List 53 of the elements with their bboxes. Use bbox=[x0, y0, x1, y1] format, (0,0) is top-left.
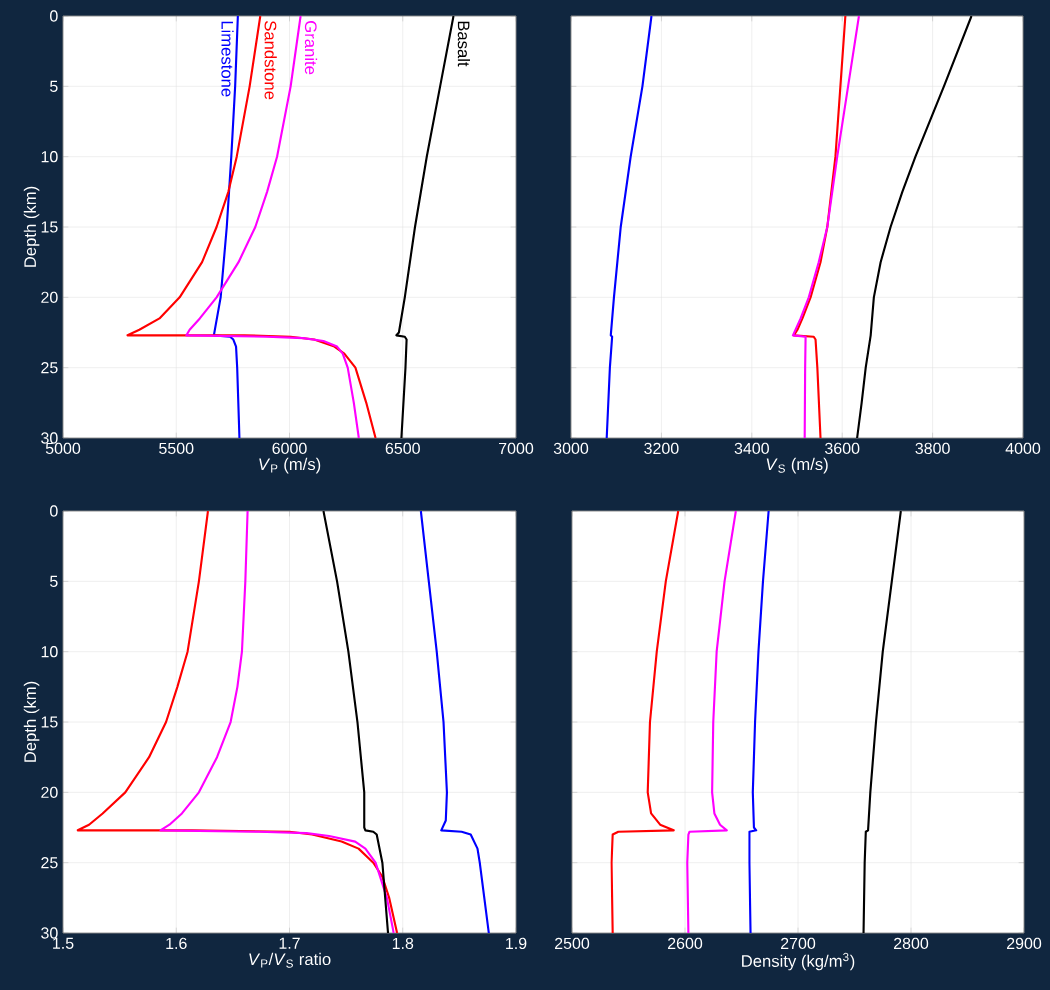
text: Basalt bbox=[457, 21, 471, 67]
x-tick-label: 2700 bbox=[781, 937, 816, 950]
y-tick-label: 30 bbox=[41, 927, 58, 939]
y-tick-label: 0 bbox=[50, 505, 58, 517]
x-tick-label: 1.7 bbox=[279, 937, 300, 949]
y-tick-label: 5 bbox=[50, 575, 58, 587]
y-tick-label: 30 bbox=[41, 432, 58, 444]
line-series bbox=[76, 511, 399, 934]
y-tick-label: 20 bbox=[41, 291, 58, 303]
line-series bbox=[322, 511, 390, 934]
x-tick-label: 3000 bbox=[553, 442, 589, 455]
x-tick-label: 3800 bbox=[915, 442, 950, 455]
y-tick-label: 10 bbox=[41, 151, 58, 163]
line-series bbox=[395, 16, 455, 439]
y-tick-label: 0 bbox=[50, 10, 58, 22]
line-series bbox=[185, 16, 360, 439]
line-series bbox=[419, 511, 490, 934]
line-series bbox=[126, 16, 377, 439]
x-tick-label: 1.6 bbox=[166, 937, 187, 950]
x-tick-label: 7000 bbox=[499, 442, 534, 455]
x-axis-title: V$_{P}$/V$_{S}$ ratio bbox=[249, 952, 331, 968]
x-tick-label: 2800 bbox=[894, 937, 929, 950]
y-axis-title: Depth (km) bbox=[23, 681, 40, 762]
text: Limestone bbox=[221, 21, 234, 97]
y-tick-label: 20 bbox=[41, 786, 58, 798]
x-tick-label: 1.8 bbox=[392, 937, 414, 950]
y-tick-label: 5 bbox=[50, 80, 58, 92]
x-tick-label: 5000 bbox=[45, 442, 81, 455]
x-tick-label: 6000 bbox=[272, 442, 307, 455]
x-tick-label: 3600 bbox=[825, 442, 860, 455]
x-tick-label: 6500 bbox=[385, 442, 420, 455]
x-tick-label: 3200 bbox=[644, 442, 679, 455]
line-series bbox=[159, 511, 395, 934]
x-axis-title: V$_{S}$ (m/s) bbox=[766, 457, 828, 474]
x-tick-label: 1.9 bbox=[506, 937, 527, 950]
x-tick-label: 4000 bbox=[1005, 442, 1041, 455]
x-tick-label: 3400 bbox=[734, 442, 769, 455]
y-tick-label: 25 bbox=[41, 857, 58, 869]
x-tick-label: 1.5 bbox=[53, 937, 74, 949]
x-axis-title: Density (kg/m$^{3}$) bbox=[742, 952, 855, 971]
y-axis-title: Depth (km) bbox=[23, 186, 40, 267]
y-tick-label: 15 bbox=[41, 716, 58, 728]
y-tick-label: 10 bbox=[41, 646, 58, 658]
x-axis-title: V$_{P}$ (m/s) bbox=[259, 457, 321, 474]
y-tick-label: 25 bbox=[41, 362, 58, 374]
x-tick-label: 5500 bbox=[159, 442, 194, 455]
text: Granite bbox=[304, 21, 318, 75]
line-series bbox=[212, 16, 241, 439]
y-tick-label: 15 bbox=[41, 221, 58, 233]
text: Sandstone bbox=[264, 21, 277, 100]
x-tick-label: 2900 bbox=[1007, 937, 1042, 950]
x-tick-label: 2600 bbox=[668, 937, 703, 950]
x-tick-label: 2500 bbox=[555, 937, 590, 950]
